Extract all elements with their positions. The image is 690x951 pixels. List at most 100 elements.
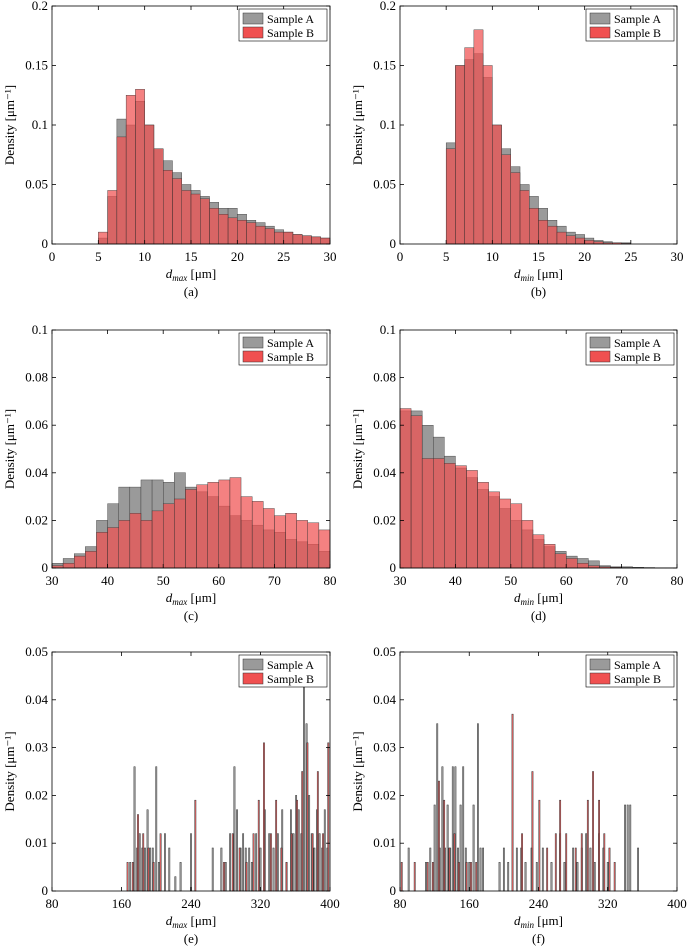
bar-sample-b — [492, 124, 502, 245]
bar-sample-b — [270, 833, 272, 892]
legend-swatch — [589, 336, 611, 349]
legend-swatch — [242, 26, 264, 39]
bar-sample-a — [502, 847, 505, 892]
bar-sample-b — [566, 558, 578, 569]
bar-sample-b — [280, 847, 283, 892]
bar-sample-b — [532, 534, 545, 569]
x-tick-label: 80 — [324, 573, 337, 588]
bar-sample-a — [276, 833, 279, 892]
legend-swatch — [242, 12, 264, 25]
x-axis-label: dmax [μm] — [166, 590, 217, 607]
y-tick-label: 0.01 — [373, 835, 396, 850]
panel-caption: (d) — [531, 608, 546, 623]
y-tick-label: 0.06 — [25, 417, 48, 432]
bar-sample-a — [451, 766, 454, 892]
bar-sample-b — [410, 415, 423, 569]
bar-sample-b — [307, 522, 320, 569]
y-axis-label: Density [μm⁻¹] — [2, 409, 17, 489]
legend-label: Sample B — [614, 350, 661, 364]
bar-sample-b — [473, 29, 484, 245]
bar-sample-b — [194, 799, 197, 892]
bar-sample-b — [131, 862, 134, 892]
bar-sample-a — [407, 847, 410, 892]
bar-sample-b — [174, 498, 186, 569]
bar-sample-b — [577, 563, 589, 569]
bar-sample-b — [311, 833, 314, 892]
bar-sample-b — [592, 771, 594, 892]
bar-sample-b — [151, 510, 164, 569]
bar-sample-a — [637, 847, 639, 892]
x-tick-label: 320 — [598, 896, 618, 911]
bar-sample-a — [224, 862, 227, 892]
bar-sample-b — [603, 833, 606, 892]
bar-sample-b — [464, 47, 475, 245]
x-tick-label: 60 — [212, 573, 225, 588]
bar-sample-a — [211, 847, 214, 892]
bars — [399, 408, 678, 569]
bar-sample-b — [257, 799, 260, 892]
y-tick-label: 0 — [390, 236, 397, 251]
y-axis-label: Density [μm⁻¹] — [350, 409, 365, 489]
bar-sample-b — [296, 799, 298, 892]
bar-sample-b — [444, 463, 456, 569]
bar-sample-b — [519, 190, 530, 245]
legend-swatch — [242, 350, 264, 363]
bar-sample-b — [433, 458, 445, 569]
bar-sample-b — [252, 833, 255, 892]
bar-sample-a — [236, 809, 238, 892]
x-tick-label: 20 — [578, 249, 591, 264]
panel-caption: (a) — [184, 284, 198, 299]
x-tick-label: 10 — [486, 249, 499, 264]
bar-sample-b — [556, 231, 567, 245]
bar-sample-b — [255, 225, 266, 245]
x-tick-label: 70 — [615, 573, 628, 588]
bar-sample-a — [498, 862, 501, 892]
bar-sample-b — [488, 491, 500, 569]
bar-sample-b — [455, 465, 467, 569]
bar-sample-a — [292, 833, 295, 892]
legend-swatch — [589, 350, 611, 363]
bar-sample-a — [242, 833, 245, 892]
bar-sample-b — [566, 235, 576, 245]
legend-swatch — [589, 658, 611, 671]
x-axis-label: dmax [μm] — [166, 913, 217, 930]
bar-sample-a — [563, 862, 566, 892]
legend-swatch — [589, 672, 611, 685]
bar-sample-a — [164, 833, 166, 892]
bar-sample-b — [292, 234, 303, 245]
bar-sample-b — [320, 237, 331, 245]
bar-sample-a — [535, 862, 538, 892]
bar-sample-b — [482, 65, 493, 245]
bar-sample-a — [446, 804, 449, 892]
y-tick-label: 0.04 — [373, 692, 396, 707]
y-tick-label: 0 — [390, 883, 397, 898]
bar-sample-a — [303, 680, 305, 892]
bars — [400, 713, 639, 892]
bar-sample-b — [316, 771, 319, 892]
x-tick-label: 60 — [560, 573, 573, 588]
y-tick-label: 0 — [42, 236, 49, 251]
bar-sample-a — [149, 847, 152, 892]
y-tick-label: 0.04 — [373, 465, 396, 480]
bar-sample-b — [465, 862, 468, 892]
bar-sample-a — [479, 847, 482, 892]
bar-sample-a — [308, 795, 311, 892]
bars — [98, 89, 331, 245]
bar-sample-b — [238, 847, 241, 892]
bar-sample-a — [168, 847, 171, 892]
bar-sample-b — [190, 193, 201, 245]
legend-label: Sample B — [614, 26, 661, 40]
bar-sample-b — [245, 862, 248, 892]
bar-sample-b — [218, 214, 229, 245]
bar-sample-b — [223, 862, 225, 892]
bar-sample-b — [510, 503, 523, 569]
bar-sample-a — [468, 862, 471, 892]
bar-sample-a — [572, 847, 575, 892]
x-tick-label: 15 — [532, 249, 545, 264]
bar-sample-b — [200, 198, 210, 245]
bar-sample-b — [264, 228, 275, 245]
